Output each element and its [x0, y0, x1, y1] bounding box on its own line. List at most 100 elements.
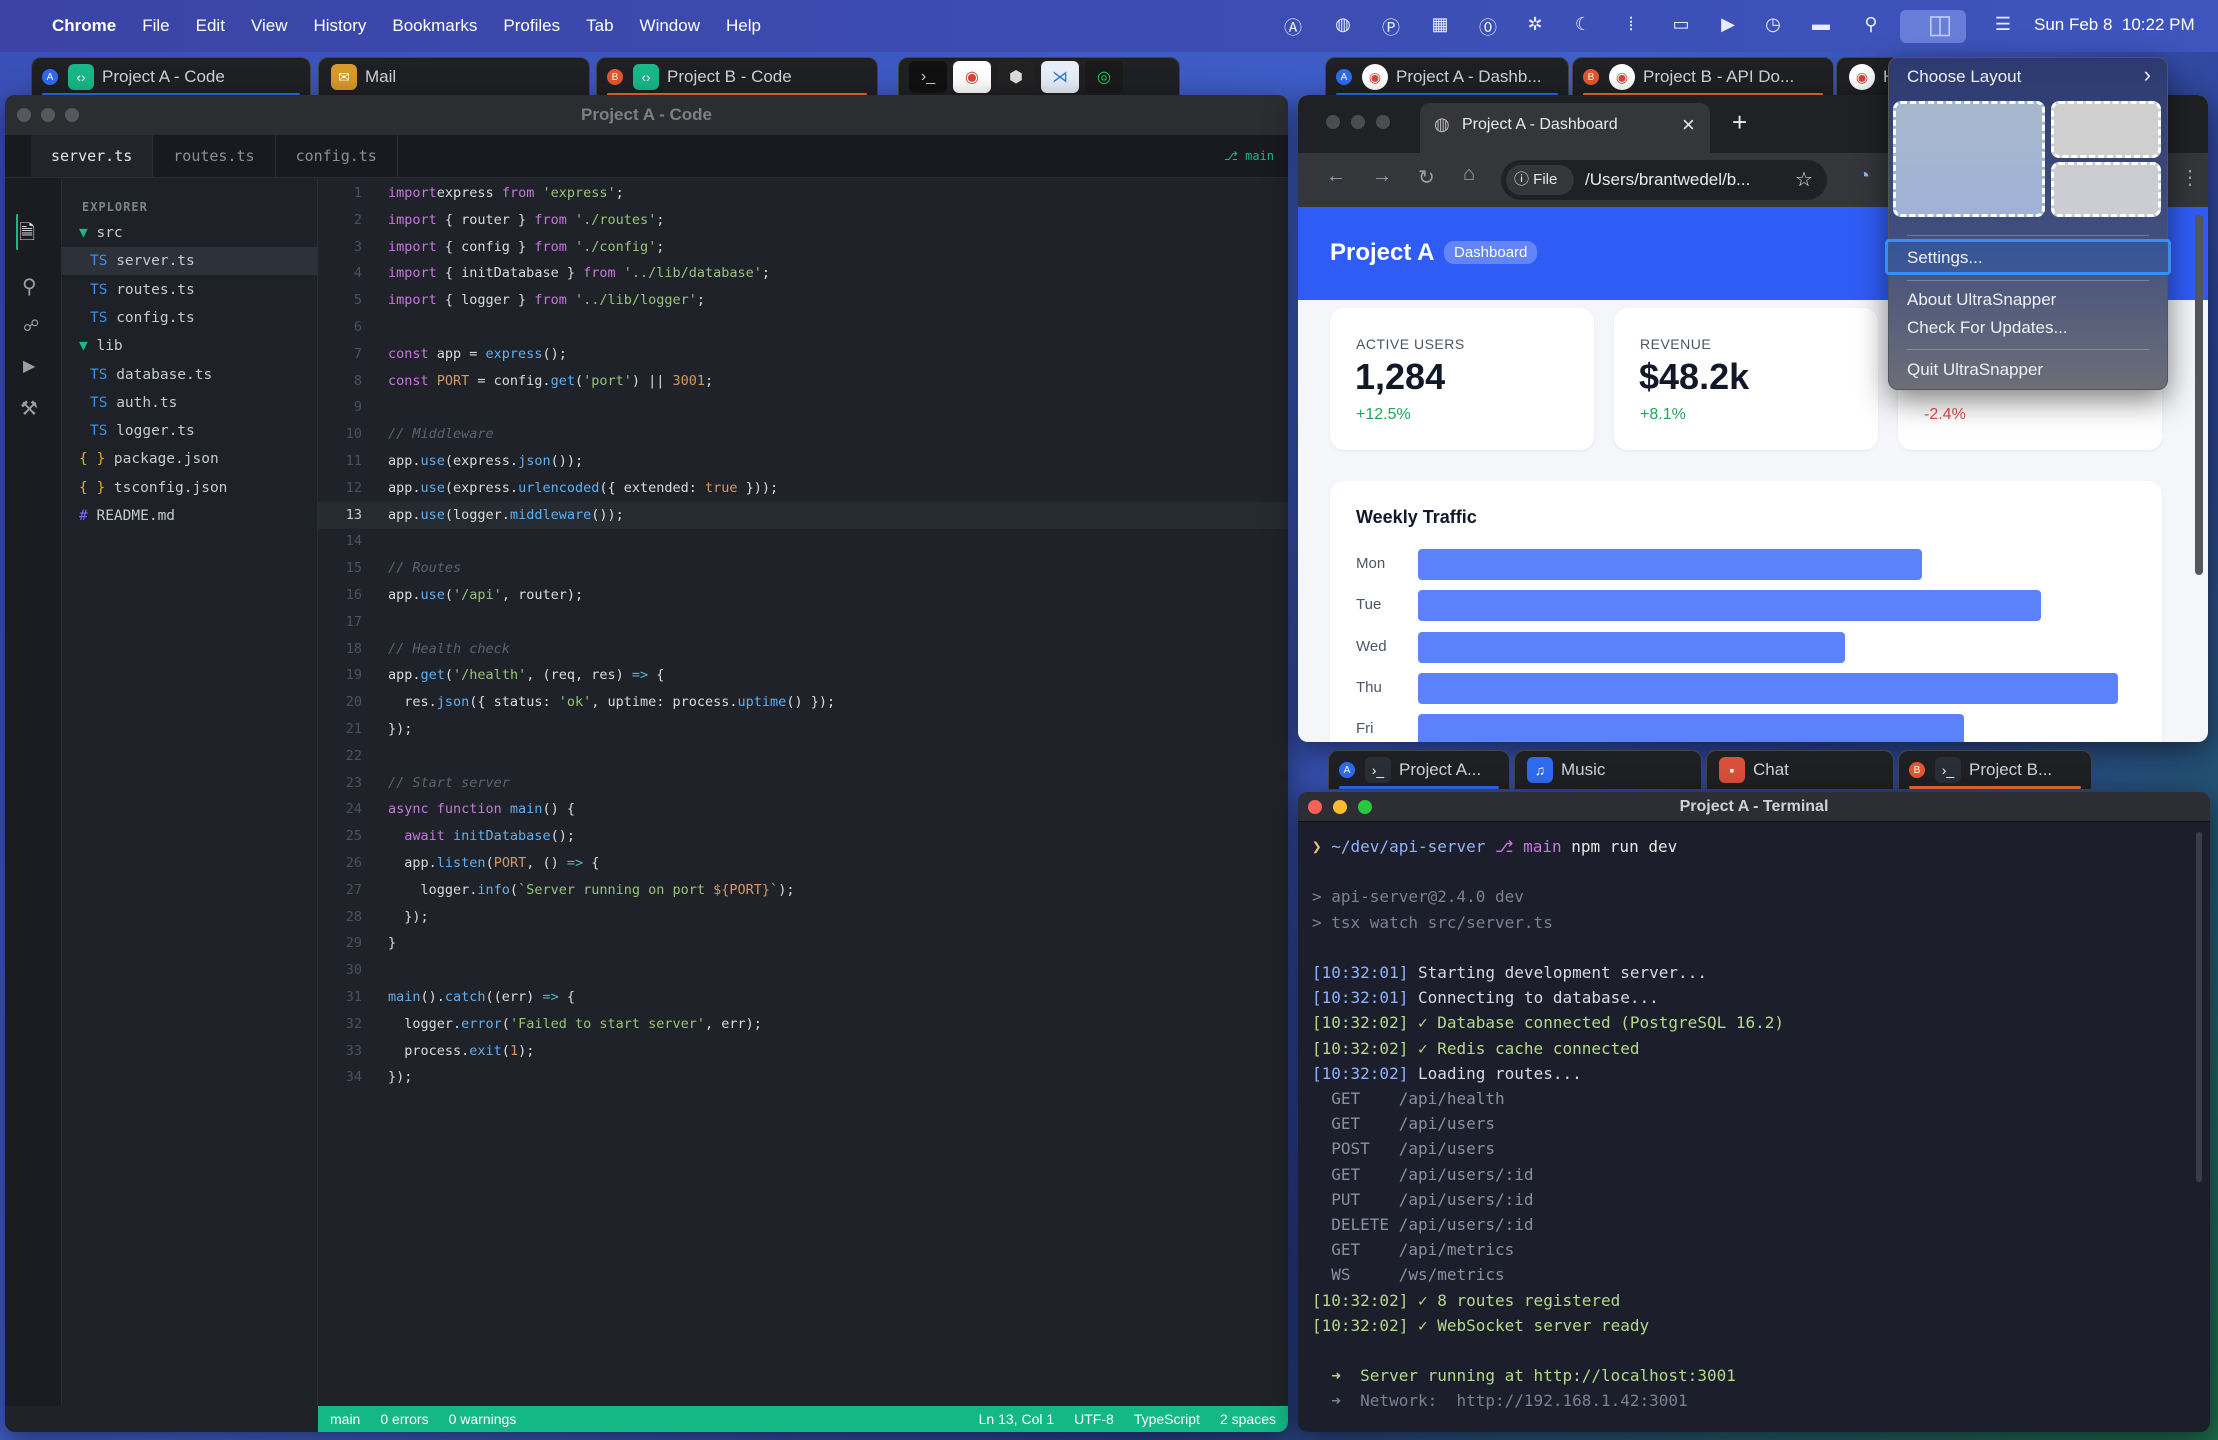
bug-icon[interactable]: ✲ [1527, 14, 1543, 34]
menu-help[interactable]: Help [726, 16, 761, 35]
minimize-button[interactable] [1351, 115, 1365, 129]
run-icon[interactable]: ▶ [23, 358, 36, 375]
menu-file[interactable]: File [142, 16, 170, 35]
file-chip[interactable]: ⓘ File [1506, 165, 1574, 195]
explorer-item-auth-ts[interactable]: TS auth.ts [62, 389, 317, 417]
globe-icon[interactable]: ◍ [1335, 14, 1351, 34]
bar-wed[interactable] [1418, 631, 1845, 663]
tools-icon[interactable]: ⚒ [20, 398, 38, 420]
menu-app-name[interactable]: Chrome [52, 16, 117, 35]
control-center-icon[interactable]: ☰ [1994, 14, 2012, 34]
top_tabs_left-tab-0[interactable]: A ‹› Project A - Code [31, 57, 311, 97]
explorer-item-README-md[interactable]: # README.md [62, 502, 317, 530]
close-tab-icon[interactable]: × [1682, 112, 1695, 137]
check-updates-item[interactable]: Check For Updates... [1907, 318, 2068, 337]
explorer-item-logger-ts[interactable]: TS logger.ts [62, 417, 317, 445]
terminal-title-bar[interactable]: Project A - Terminal [1298, 792, 2210, 822]
status-right-item[interactable]: Ln 13, Col 1 [978, 1411, 1055, 1427]
explorer-item-database-ts[interactable]: TS database.ts [62, 361, 317, 389]
back-icon[interactable]: ← [1326, 165, 1346, 187]
explorer-item-tsconfig-json[interactable]: { } tsconfig.json [62, 474, 317, 502]
top_tabs_right-tab-1[interactable]: B ◉ Project B - API Do... [1572, 57, 1834, 97]
explorer-item-server-ts[interactable]: TS server.ts [62, 247, 317, 276]
status-left-item[interactable]: 0 errors [380, 1411, 429, 1427]
explorer-item-routes-ts[interactable]: TS routes.ts [62, 276, 317, 304]
menu-bookmarks[interactable]: Bookmarks [392, 16, 478, 35]
menu-history[interactable]: History [313, 16, 367, 35]
status-left-item[interactable]: main [330, 1411, 361, 1427]
terminal-icon[interactable]: ›_ [909, 61, 947, 93]
minimize-button[interactable] [1333, 800, 1347, 814]
more-menu-icon[interactable]: ⋮ [2180, 167, 2200, 189]
top_tabs_left-tab-1[interactable]: ✉ Mail [318, 57, 590, 97]
omnibox[interactable]: ⓘ File /Users/brantwedel/b... ☆ [1501, 160, 1827, 200]
status-left-item[interactable]: 0 warnings [448, 1411, 517, 1427]
explorer-item-config-ts[interactable]: TS config.ts [62, 304, 317, 332]
battery-icon[interactable]: ▬ [1812, 14, 1830, 34]
p-badge-icon[interactable]: Ⓟ [1382, 18, 1400, 38]
browser-tab-active[interactable]: ◍ Project A - Dashboard × [1420, 103, 1710, 153]
layout-option-main-left[interactable] [1893, 101, 2045, 217]
waveform-icon[interactable]: ⦙ [1628, 14, 1634, 34]
bottom_tabs-tab-0[interactable]: A ›_ Project A... [1328, 750, 1510, 790]
zoom-button[interactable] [1376, 115, 1390, 129]
status-right-item[interactable]: UTF-8 [1074, 1411, 1114, 1427]
text-input-icon[interactable]: Ⓐ [1284, 18, 1302, 38]
choose-layout-item[interactable]: Choose Layout [1907, 67, 2022, 86]
home-icon[interactable]: ⌂ [1463, 163, 1476, 185]
bookmark-star-icon[interactable]: ☆ [1795, 169, 1813, 191]
cube-icon[interactable]: ⬢ [997, 61, 1035, 93]
zoom-button[interactable] [65, 108, 79, 122]
branch-indicator[interactable]: ⎇ main [1224, 149, 1274, 163]
explorer-item-lib[interactable]: ▼ lib [62, 332, 317, 360]
page-scrollbar[interactable] [2195, 215, 2203, 575]
url-text[interactable]: /Users/brantwedel/b... [1585, 170, 1751, 189]
forward-icon[interactable]: → [1372, 165, 1392, 187]
editor-title-bar[interactable]: Project A - Code [5, 95, 1288, 135]
bar-thu[interactable] [1418, 672, 2118, 704]
editor-tab-server-ts[interactable]: server.ts [31, 135, 154, 177]
terminal-scrollbar[interactable] [2196, 832, 2202, 1182]
moon-icon[interactable]: ☾ [1574, 14, 1592, 34]
reload-icon[interactable]: ↻ [1418, 167, 1435, 189]
files-icon[interactable]: 🗎 [19, 222, 36, 244]
grid-icon[interactable]: ▦ [1431, 14, 1449, 34]
bottom_tabs-tab-3[interactable]: B ›_ Project B... [1898, 750, 2092, 790]
settings-item[interactable]: Settings... [1885, 239, 2171, 275]
editor-tab-routes-ts[interactable]: routes.ts [153, 135, 276, 177]
close-button[interactable] [17, 108, 31, 122]
source-control-icon[interactable]: ☍ [23, 318, 40, 335]
new-tab-button[interactable]: + [1732, 107, 1748, 137]
search-icon[interactable]: ⚲ [1864, 14, 1878, 34]
bar-fri[interactable] [1418, 714, 1964, 742]
layout-icon[interactable]: ◫ [1927, 9, 1953, 39]
status-right-item[interactable]: TypeScript [1133, 1411, 1200, 1427]
code-area[interactable]: 1 importexpress from 'express'; 2 import { … [318, 178, 1288, 1406]
layout-option-bottom-right[interactable] [2051, 162, 2161, 217]
top_tabs_left-tab-2[interactable]: B ‹› Project B - Code [596, 57, 878, 97]
bar-mon[interactable] [1418, 549, 1922, 580]
password-icon[interactable]: ⓪ [1479, 18, 1497, 38]
bottom_tabs-tab-2[interactable]: ▪ Chat [1706, 750, 1894, 790]
extension-icon[interactable]: ◔ [1858, 165, 1871, 187]
menu-tab[interactable]: Tab [586, 16, 614, 35]
editor-tab-config-ts[interactable]: config.ts [276, 135, 398, 177]
bottom_tabs-tab-1[interactable]: ♫ Music [1514, 750, 1702, 790]
zoom-button[interactable] [1358, 800, 1372, 814]
spotify-icon[interactable]: ◎ [1085, 61, 1123, 93]
layout-option-top-right[interactable] [2051, 101, 2161, 158]
chrome-icon[interactable]: ◉ [953, 61, 991, 93]
close-button[interactable] [1308, 800, 1322, 814]
menu-window[interactable]: Window [639, 16, 700, 35]
menu-clock[interactable]: Sun Feb 8 10:22 PM [2034, 15, 2195, 34]
menu-edit[interactable]: Edit [195, 16, 225, 35]
minimize-button[interactable] [41, 108, 55, 122]
play-icon[interactable]: ▶ [1721, 14, 1735, 34]
vscode-icon[interactable]: ⋊ [1041, 61, 1079, 93]
clock-icon[interactable]: ◷ [1765, 14, 1781, 34]
explorer-item-src[interactable]: ▼ src [62, 219, 317, 247]
close-button[interactable] [1326, 115, 1340, 129]
explorer-item-package-json[interactable]: { } package.json [62, 445, 317, 473]
layout-status-highlight[interactable] [1900, 10, 1966, 43]
menu-profiles[interactable]: Profiles [503, 16, 561, 35]
